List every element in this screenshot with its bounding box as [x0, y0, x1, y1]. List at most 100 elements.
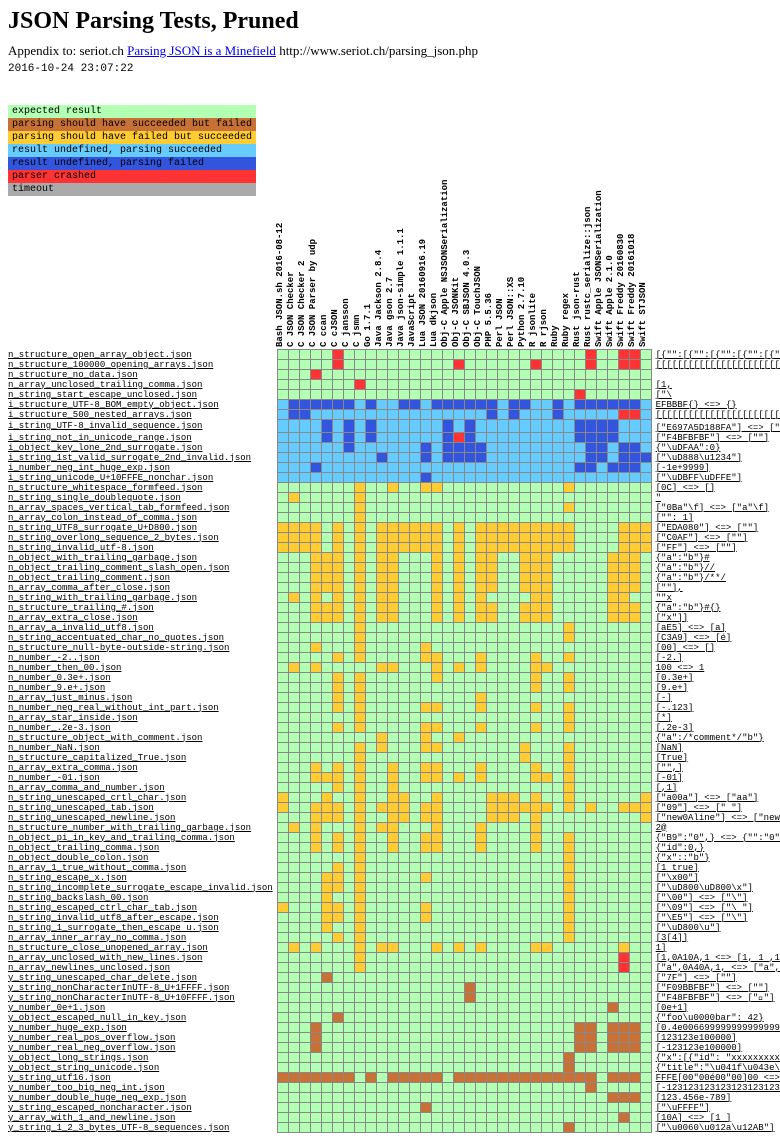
- result-cell: [640, 923, 651, 933]
- result-cell: [277, 863, 288, 873]
- result-cell: [486, 493, 497, 503]
- result-cell: [288, 420, 299, 433]
- result-cell: [541, 433, 552, 443]
- result-cell: [497, 823, 508, 833]
- result-cell: [464, 813, 475, 823]
- result-cell: [431, 1103, 442, 1113]
- result-cell: [354, 863, 365, 873]
- result-cell: [618, 420, 629, 433]
- test-snippet: {"foo\u0000bar": 42}: [651, 1013, 780, 1023]
- result-cell: [310, 723, 321, 733]
- result-cell: [310, 823, 321, 833]
- result-cell: [299, 963, 310, 973]
- test-snippet: ["new0Aline"] <=> ["new line"]: [651, 813, 780, 823]
- result-cell: [277, 410, 288, 420]
- test-row: n_number_-01.json[-01]: [8, 773, 780, 783]
- test-snippet: [[[[[[[[[[[[[[[[[[[[[[[[[[[[[[[[[[[[[[[(…: [651, 410, 780, 420]
- result-cell: [596, 853, 607, 863]
- result-cell: [541, 463, 552, 473]
- result-cell: [541, 933, 552, 943]
- result-cell: [409, 853, 420, 863]
- result-cell: [497, 350, 508, 360]
- result-cell: [288, 1113, 299, 1123]
- test-row: y_object_escaped_null_in_key.json{"foo\u…: [8, 1013, 780, 1023]
- result-cell: [541, 753, 552, 763]
- result-cell: [552, 1103, 563, 1113]
- result-cell: [497, 783, 508, 793]
- result-cell: [387, 573, 398, 583]
- result-cell: [519, 993, 530, 1003]
- result-cell: [321, 443, 332, 453]
- result-cell: [321, 813, 332, 823]
- result-cell: [365, 893, 376, 903]
- result-cell: [640, 553, 651, 563]
- result-cell: [497, 763, 508, 773]
- result-cell: [486, 1013, 497, 1023]
- result-cell: [508, 723, 519, 733]
- result-cell: [486, 653, 497, 663]
- result-cell: [585, 663, 596, 673]
- result-cell: [321, 503, 332, 513]
- result-cell: [530, 993, 541, 1003]
- result-cell: [530, 843, 541, 853]
- result-cell: [376, 563, 387, 573]
- result-cell: [442, 633, 453, 643]
- result-cell: [343, 503, 354, 513]
- test-row: n_object_trailing_comment_slash_open.jso…: [8, 563, 780, 573]
- result-cell: [486, 983, 497, 993]
- test-row: n_array_unclosed_trailing_comma.json[1,: [8, 380, 780, 390]
- result-cell: [519, 943, 530, 953]
- result-cell: [343, 743, 354, 753]
- result-cell: [497, 593, 508, 603]
- legend-row: result undefined, parsing failed: [8, 157, 256, 170]
- result-cell: [519, 443, 530, 453]
- result-cell: [552, 803, 563, 813]
- result-cell: [552, 483, 563, 493]
- result-cell: [574, 1023, 585, 1033]
- result-cell: [629, 873, 640, 883]
- result-cell: [629, 543, 640, 553]
- result-cell: [420, 1063, 431, 1073]
- result-cell: [431, 923, 442, 933]
- appendix-link[interactable]: Parsing JSON is a Minefield: [127, 43, 276, 58]
- result-cell: [640, 503, 651, 513]
- result-cell: [420, 773, 431, 783]
- result-cell: [376, 813, 387, 823]
- result-cell: [288, 713, 299, 723]
- result-cell: [310, 803, 321, 813]
- result-cell: [640, 853, 651, 863]
- result-cell: [365, 943, 376, 953]
- result-cell: [519, 1013, 530, 1023]
- test-snippet: ["C0AF"] <=> [""]: [651, 533, 780, 543]
- result-cell: [618, 683, 629, 693]
- result-cell: [629, 513, 640, 523]
- result-cell: [607, 873, 618, 883]
- result-cell: [442, 693, 453, 703]
- test-snippet: [,1]: [651, 783, 780, 793]
- result-cell: [530, 1033, 541, 1043]
- result-cell: [596, 380, 607, 390]
- result-cell: [585, 553, 596, 563]
- result-cell: [629, 1093, 640, 1103]
- result-cell: [343, 683, 354, 693]
- result-cell: [453, 643, 464, 653]
- result-cell: [343, 420, 354, 433]
- result-cell: [541, 693, 552, 703]
- test-name: n_string_invalid_utf8_after_escape.json: [8, 913, 277, 923]
- result-cell: [365, 713, 376, 723]
- result-cell: [497, 663, 508, 673]
- result-cell: [530, 713, 541, 723]
- result-cell: [629, 863, 640, 873]
- result-cell: [453, 713, 464, 723]
- result-cell: [321, 863, 332, 873]
- result-cell: [398, 843, 409, 853]
- result-cell: [475, 763, 486, 773]
- result-cell: [563, 1033, 574, 1043]
- result-cell: [321, 1093, 332, 1103]
- result-cell: [530, 400, 541, 410]
- result-cell: [442, 983, 453, 993]
- result-cell: [475, 633, 486, 643]
- result-cell: [431, 633, 442, 643]
- result-cell: [310, 593, 321, 603]
- result-cell: [365, 613, 376, 623]
